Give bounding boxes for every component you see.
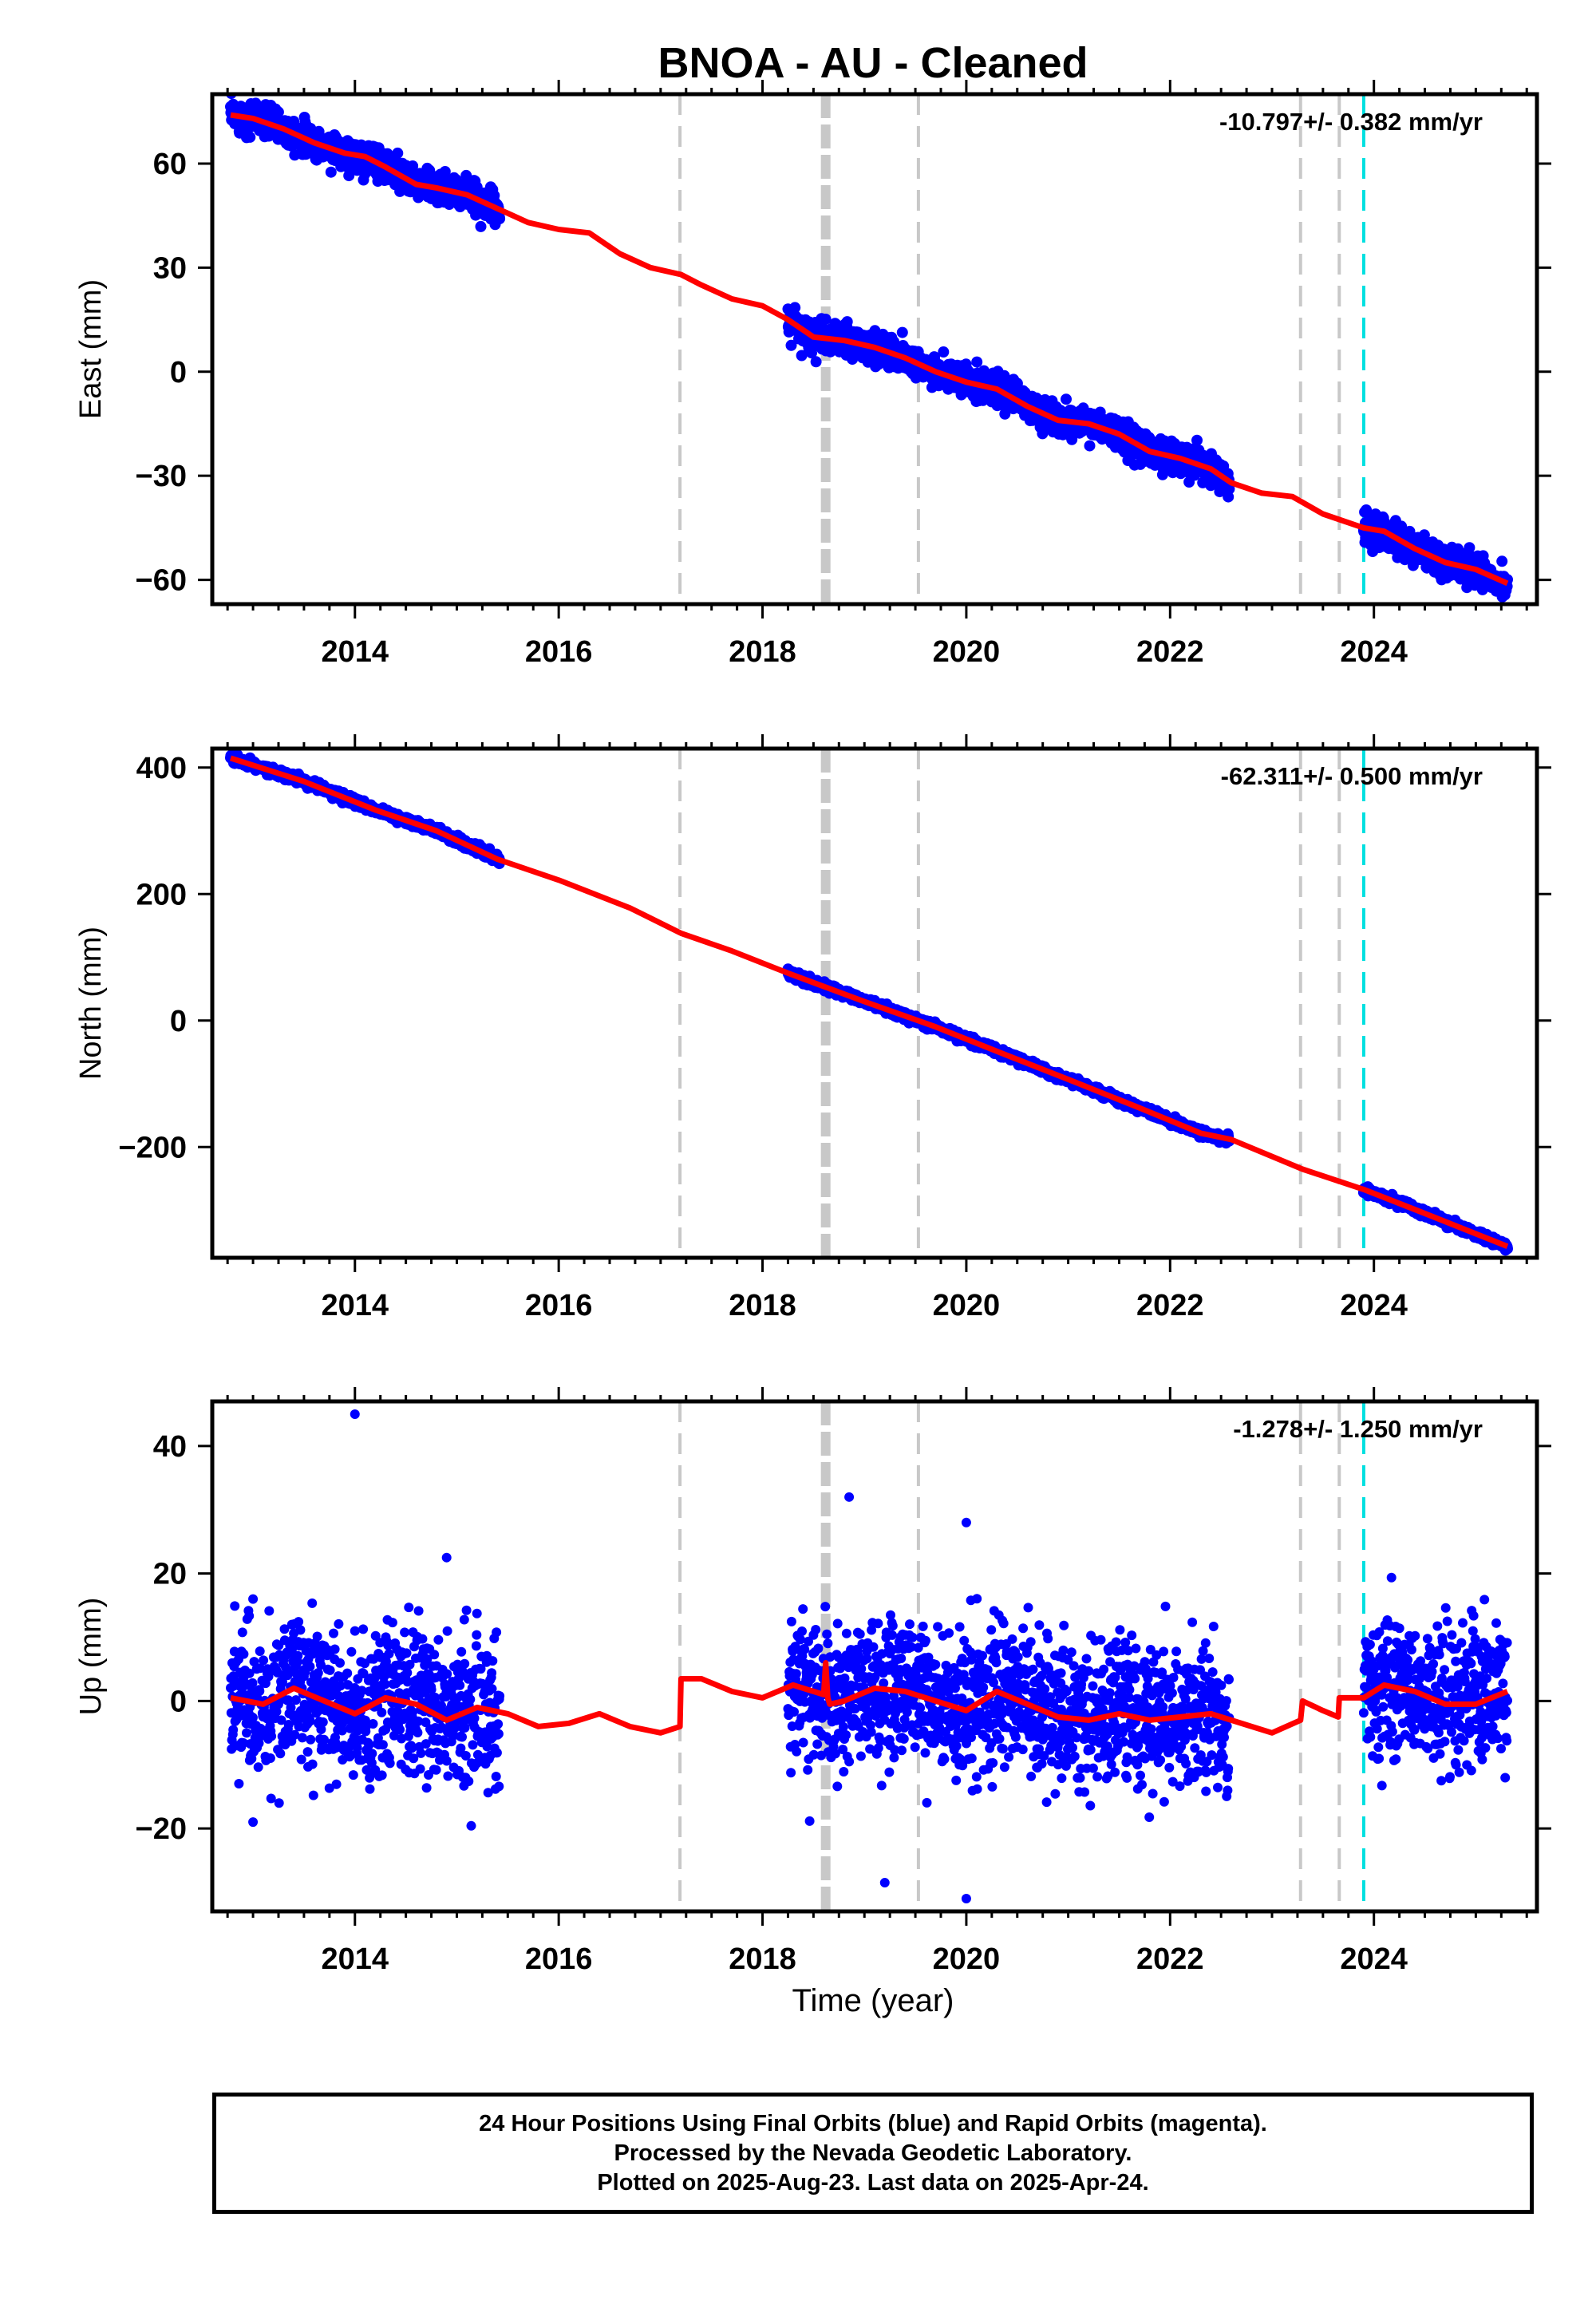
data-point — [971, 356, 983, 368]
data-point — [343, 170, 355, 182]
data-point — [475, 220, 487, 232]
data-point — [796, 350, 808, 362]
data-point — [789, 302, 801, 314]
data-point — [841, 316, 853, 328]
y-axis-label: East (mm) — [74, 279, 108, 419]
data-point — [1061, 393, 1072, 405]
chart-title: BNOA - AU - Cleaned — [658, 39, 1088, 87]
x-tick-label: 2014 — [321, 635, 389, 669]
x-tick-label: 2020 — [933, 635, 1001, 669]
data-point — [938, 346, 950, 358]
data-point — [392, 147, 404, 159]
panel-north: 2014 2016 2018 2020 2022 2024−2000200400North… — [74, 734, 1551, 1322]
y-tick-label: 0 — [170, 356, 187, 389]
data-point — [1223, 483, 1235, 495]
x-tick-label: 2016 — [525, 635, 593, 669]
data-point — [998, 370, 1010, 381]
panel-east: 2014 2016 2018 2020 2022 2024 −60 −30 0 30 60 East … — [74, 80, 1551, 669]
data-point — [785, 339, 797, 351]
plot-frame — [210, 92, 1539, 607]
y-tick-label: −30 — [136, 460, 187, 493]
x-tick-label: 2018 — [729, 635, 796, 669]
data-point — [1464, 542, 1476, 554]
data-point — [896, 326, 908, 338]
data-point — [1496, 555, 1508, 567]
y-tick-label: −60 — [136, 564, 187, 598]
data-point — [1084, 440, 1096, 452]
panels: 2014 2016 2018 2020 2022 2024 −60 −30 0 30 60 East … — [74, 80, 1551, 1976]
data-point — [810, 356, 822, 368]
x-tick-label: 2022 — [1136, 635, 1204, 669]
data-point — [494, 213, 506, 224]
data-point — [325, 166, 337, 178]
rate-label: -10.797+/- 0.382 mm/yr — [1219, 108, 1483, 136]
model-fit-line — [230, 112, 1509, 587]
x-tick-label: 2024 — [1340, 635, 1408, 669]
data-point — [244, 131, 256, 143]
y-tick-label: 30 — [153, 251, 187, 285]
data-point — [1191, 434, 1203, 446]
data-point — [439, 166, 451, 177]
y-tick-label: 60 — [153, 148, 187, 181]
data-point — [272, 106, 284, 118]
data-point — [820, 314, 832, 325]
